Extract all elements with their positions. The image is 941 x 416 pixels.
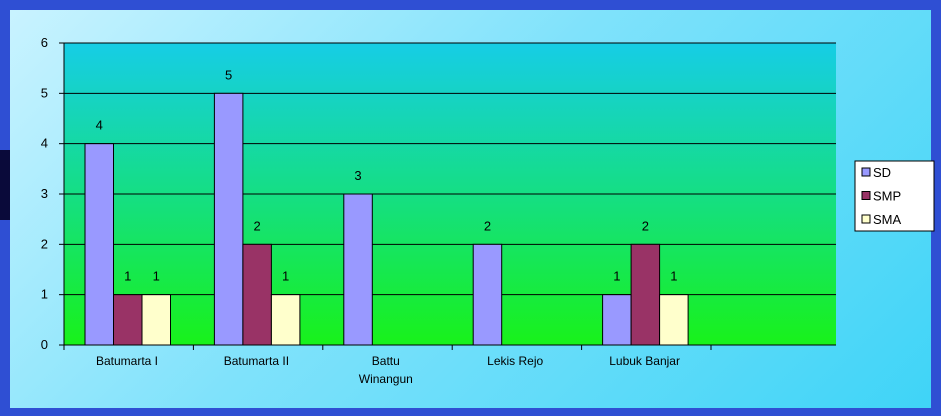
- bar-sma: [659, 294, 689, 346]
- data-label: 2: [254, 218, 261, 233]
- category-labels: Batumarta I Batumarta II Battu Winangun Leki…: [96, 354, 680, 386]
- y-tick-label: 5: [41, 85, 48, 100]
- y-tick-label: 3: [41, 186, 48, 201]
- y-tick-label: 4: [41, 136, 48, 151]
- bar-sd: [213, 92, 244, 346]
- data-label: 2: [642, 218, 649, 233]
- legend-swatch-smp: [861, 191, 871, 200]
- gridlines: [64, 42, 836, 296]
- y-tick-labels: 0 1 2 3 4 5 6: [41, 35, 48, 352]
- bars: [84, 92, 689, 346]
- category-label: Batumarta II: [224, 354, 289, 368]
- y-tick-label: 0: [41, 337, 48, 352]
- data-label: 3: [354, 168, 361, 183]
- legend: SD SMP SMA: [854, 160, 935, 232]
- category-label: Lekis Rejo: [487, 354, 543, 368]
- data-label: 1: [124, 269, 131, 284]
- data-labels: 4 1 1 5 2 1 3 2 1 2 1: [96, 67, 678, 283]
- category-label: Lubuk Banjar: [609, 354, 680, 368]
- bar-sd: [84, 143, 114, 346]
- bar-sma: [141, 294, 171, 346]
- bar-sd: [472, 243, 503, 346]
- data-label: 5: [225, 67, 232, 82]
- y-tick-label: 6: [41, 35, 48, 50]
- legend-swatch-sd: [861, 167, 871, 177]
- frame-edge-marker: [0, 150, 10, 220]
- legend-label-sd: SD: [873, 165, 891, 180]
- legend-label-smp: SMP: [873, 189, 901, 204]
- data-label: 1: [613, 269, 620, 284]
- legend-swatch-sma: [861, 214, 871, 224]
- data-label: 1: [282, 269, 289, 284]
- bar-sd: [602, 294, 632, 346]
- bar-smp: [113, 294, 143, 346]
- category-label: Winangun: [359, 372, 413, 386]
- bar-sma: [270, 294, 301, 346]
- data-label: 1: [153, 269, 160, 284]
- category-label: Batumarta I: [96, 354, 158, 368]
- data-label: 4: [96, 118, 103, 133]
- bar-smp: [630, 243, 661, 346]
- legend-label-sma: SMA: [873, 212, 902, 227]
- bar-sd: [343, 193, 373, 346]
- y-tick-label: 1: [41, 287, 48, 302]
- y-tick-label: 2: [41, 236, 48, 251]
- axes: [59, 42, 836, 350]
- data-label: 2: [484, 218, 491, 233]
- category-label: Battu: [372, 354, 400, 368]
- bar-smp: [242, 243, 272, 346]
- data-label: 1: [670, 269, 677, 284]
